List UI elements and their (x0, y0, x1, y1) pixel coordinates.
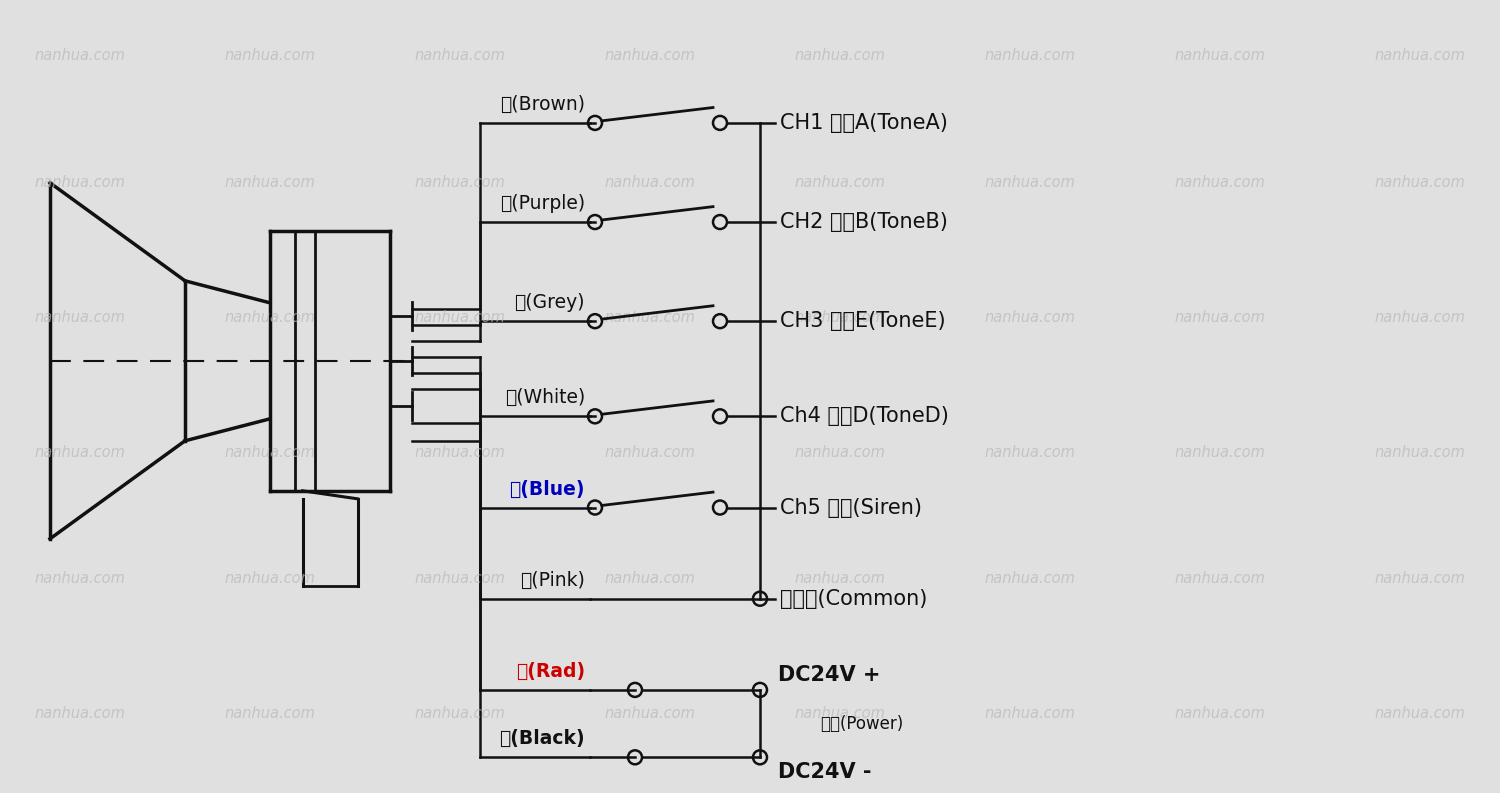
Text: nanhua.com: nanhua.com (984, 310, 1076, 324)
Text: nanhua.com: nanhua.com (1174, 310, 1266, 324)
Text: nanhua.com: nanhua.com (604, 445, 696, 459)
Text: nanhua.com: nanhua.com (225, 48, 315, 63)
Text: nanhua.com: nanhua.com (1174, 175, 1266, 190)
Text: nanhua.com: nanhua.com (414, 572, 506, 586)
Text: nanhua.com: nanhua.com (414, 175, 506, 190)
Text: nanhua.com: nanhua.com (414, 48, 506, 63)
Text: nanhua.com: nanhua.com (1374, 48, 1466, 63)
Text: nanhua.com: nanhua.com (795, 175, 885, 190)
Text: nanhua.com: nanhua.com (604, 707, 696, 721)
Text: nanhua.com: nanhua.com (1374, 175, 1466, 190)
Text: 电源(Power): 电源(Power) (821, 714, 903, 733)
Text: 粉(Pink): 粉(Pink) (520, 571, 585, 590)
Text: 紫(Purple): 紫(Purple) (500, 194, 585, 213)
Text: nanhua.com: nanhua.com (225, 445, 315, 459)
Text: nanhua.com: nanhua.com (225, 707, 315, 721)
Text: nanhua.com: nanhua.com (795, 445, 885, 459)
Text: nanhua.com: nanhua.com (34, 572, 126, 586)
Text: CH3 音调E(ToneE): CH3 音调E(ToneE) (780, 311, 945, 331)
Text: 灰(Grey): 灰(Grey) (514, 293, 585, 312)
Text: nanhua.com: nanhua.com (34, 175, 126, 190)
Text: nanhua.com: nanhua.com (225, 572, 315, 586)
Text: nanhua.com: nanhua.com (1374, 572, 1466, 586)
Text: nanhua.com: nanhua.com (34, 310, 126, 324)
Text: 红(Rad): 红(Rad) (516, 662, 585, 681)
Text: nanhua.com: nanhua.com (604, 175, 696, 190)
Text: nanhua.com: nanhua.com (414, 445, 506, 459)
Text: nanhua.com: nanhua.com (604, 310, 696, 324)
Text: nanhua.com: nanhua.com (1174, 707, 1266, 721)
Text: nanhua.com: nanhua.com (1374, 310, 1466, 324)
Text: nanhua.com: nanhua.com (1374, 445, 1466, 459)
Text: DC24V +: DC24V + (778, 665, 880, 685)
Text: nanhua.com: nanhua.com (795, 572, 885, 586)
Text: nanhua.com: nanhua.com (984, 445, 1076, 459)
Text: CH1 音调A(ToneA): CH1 音调A(ToneA) (780, 113, 948, 133)
Text: nanhua.com: nanhua.com (1374, 707, 1466, 721)
Text: nanhua.com: nanhua.com (795, 48, 885, 63)
Text: 公用线(Common): 公用线(Common) (780, 588, 927, 609)
Text: nanhua.com: nanhua.com (414, 707, 506, 721)
Text: nanhua.com: nanhua.com (984, 48, 1076, 63)
Text: nanhua.com: nanhua.com (795, 707, 885, 721)
Text: DC24V -: DC24V - (778, 762, 871, 783)
Text: nanhua.com: nanhua.com (984, 572, 1076, 586)
Text: nanhua.com: nanhua.com (1174, 48, 1266, 63)
Text: 蓝(Blue): 蓝(Blue) (510, 480, 585, 499)
Text: nanhua.com: nanhua.com (414, 310, 506, 324)
Text: 棕(Brown): 棕(Brown) (500, 95, 585, 114)
Text: nanhua.com: nanhua.com (1174, 572, 1266, 586)
Text: CH2 音调B(ToneB): CH2 音调B(ToneB) (780, 212, 948, 232)
Text: nanhua.com: nanhua.com (604, 48, 696, 63)
Text: nanhua.com: nanhua.com (795, 310, 885, 324)
Text: nanhua.com: nanhua.com (225, 310, 315, 324)
Text: nanhua.com: nanhua.com (225, 175, 315, 190)
Text: Ch5 电笛(Siren): Ch5 电笛(Siren) (780, 497, 922, 518)
Text: nanhua.com: nanhua.com (34, 707, 126, 721)
Text: Ch4 音调D(ToneD): Ch4 音调D(ToneD) (780, 406, 950, 427)
Text: 黑(Black): 黑(Black) (500, 730, 585, 749)
Text: 白(White): 白(White) (504, 389, 585, 408)
Text: nanhua.com: nanhua.com (604, 572, 696, 586)
Text: nanhua.com: nanhua.com (34, 445, 126, 459)
Text: nanhua.com: nanhua.com (1174, 445, 1266, 459)
Text: nanhua.com: nanhua.com (984, 707, 1076, 721)
Text: nanhua.com: nanhua.com (34, 48, 126, 63)
Text: nanhua.com: nanhua.com (984, 175, 1076, 190)
